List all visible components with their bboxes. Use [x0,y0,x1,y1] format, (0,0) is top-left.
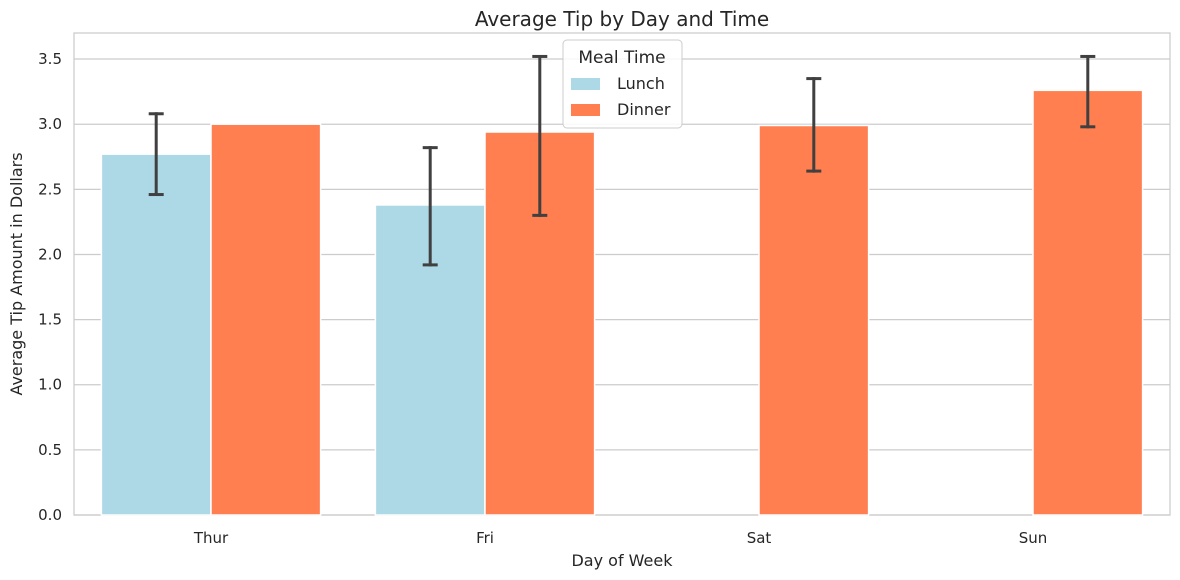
y-tick-label: 3.5 [38,50,62,68]
error-bar-lunch-fri [422,146,438,267]
legend-item-lunch: Lunch [571,74,665,93]
y-tick-label: 1.5 [38,311,62,329]
chart-title: Average Tip by Day and Time [475,7,769,31]
error-bar-dinner-sat [806,77,822,173]
y-tick-labels: 0.0 0.5 1.0 1.5 2.0 2.5 3.0 3.5 [38,50,62,524]
x-tick-label: Thur [193,529,229,547]
y-axis-label: Average Tip Amount in Dollars [7,152,26,395]
legend: Meal Time Lunch Dinner [562,39,683,129]
error-bar-dinner-fri [532,54,548,217]
y-tick-label: 2.5 [38,180,62,198]
error-bar-lunch-thur [148,112,164,197]
legend-label: Lunch [617,74,665,93]
legend-swatch [571,78,600,90]
x-axis-label: Day of Week [571,551,673,570]
legend-title: Meal Time [578,48,665,68]
bar-dinner-thur [210,123,322,516]
legend-item-dinner: Dinner [571,100,671,119]
error-bar-dinner-sun [1080,54,1096,129]
x-tick-label: Sat [747,529,772,547]
bar-lunch-thur [100,153,212,516]
y-tick-label: 2.0 [38,245,62,263]
y-tick-label: 1.0 [38,376,62,394]
legend-label: Dinner [617,100,671,119]
x-tick-label: Sun [1019,529,1048,547]
bars [100,89,1144,516]
y-tick-label: 0.5 [38,441,62,459]
bar-dinner-sat [758,124,870,516]
y-tick-label: 0.0 [38,506,62,524]
legend-swatch [571,104,600,116]
y-tick-label: 3.0 [38,115,62,133]
bar-dinner-sun [1032,89,1144,516]
x-tick-label: Fri [476,529,494,547]
x-tick-labels: Thur Fri Sat Sun [193,529,1047,547]
error-bars [148,54,1096,267]
